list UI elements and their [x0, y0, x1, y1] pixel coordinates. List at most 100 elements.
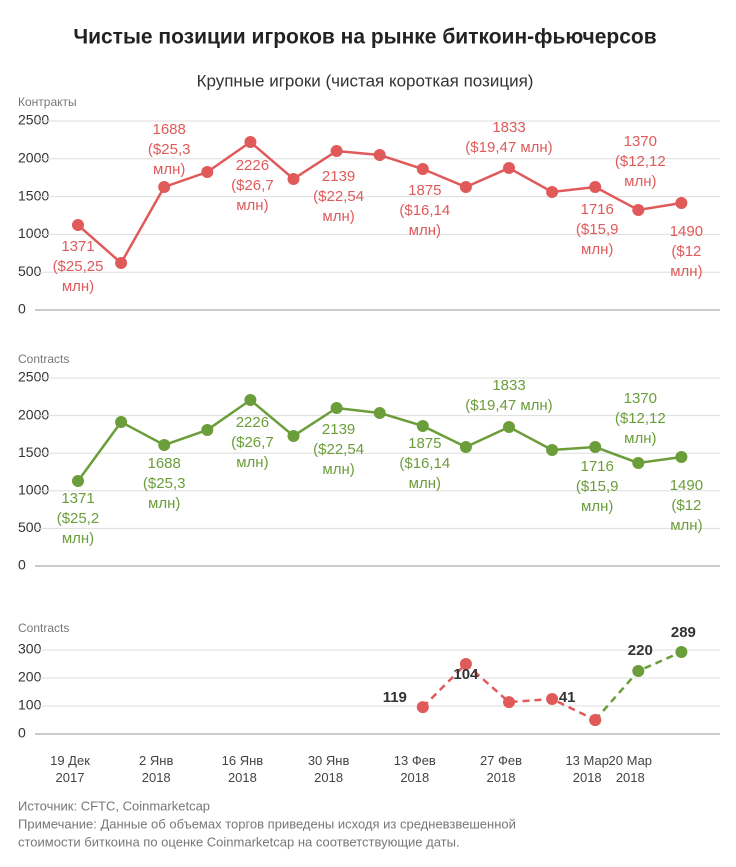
point	[244, 136, 257, 149]
annotation-line: 1490	[670, 477, 703, 494]
annotation-line: 1875	[408, 435, 441, 452]
point	[546, 443, 559, 456]
point	[503, 421, 515, 434]
x-tick-label-line: 2018	[314, 770, 343, 785]
y-tick-label: 300	[18, 641, 42, 657]
annotation: 1370 ($12,12 млн)	[615, 390, 666, 447]
point	[589, 714, 602, 726]
annotation-line: млн)	[153, 161, 185, 178]
x-tick-label: 2 Янв 2018	[139, 753, 173, 785]
point	[632, 203, 645, 216]
point	[675, 451, 688, 464]
annotation: 1833 ($19,47 млн)	[465, 377, 552, 414]
x-tick-label-line: 13 Мар	[565, 753, 609, 768]
point	[546, 693, 559, 705]
annotation: 2139 ($22,54 млн)	[313, 421, 364, 478]
annotation: 1688 ($25,3 млн)	[143, 455, 186, 512]
y-tick-label: 500	[18, 263, 42, 279]
point	[158, 439, 171, 452]
annotation: 1875 ($16,14 млн)	[399, 435, 450, 492]
annotation: 1716 ($15,9 млн)	[576, 458, 619, 515]
annotation-line: 220	[628, 642, 653, 659]
x-tick-label: 16 Янв 2018	[222, 753, 264, 785]
annotation-line: млн)	[148, 495, 180, 512]
annotation: 1716 ($15,9 млн)	[576, 201, 619, 258]
x-tick-label-line: 2018	[400, 770, 429, 785]
point	[373, 406, 386, 419]
annotation-line: 1833	[492, 119, 525, 136]
y-tick-label: 2500	[18, 112, 49, 128]
point	[72, 219, 84, 232]
y-tick-label: 1500	[18, 187, 49, 203]
annotation-line: 1370	[624, 133, 657, 150]
y-tick-label: 2500	[18, 369, 49, 385]
point	[459, 658, 472, 670]
annotation-line: млн)	[670, 263, 702, 280]
annotation-line: 289	[671, 624, 696, 641]
annotation-line: ($25,3	[148, 141, 191, 158]
x-tick-label-line: 13 Фев	[394, 753, 436, 768]
annotation: 1875 ($16,14 млн)	[399, 182, 450, 239]
x-tick-label-line: 19 Дек	[50, 753, 90, 768]
annotation-line: млн)	[409, 222, 441, 239]
x-tick-label-line: 2018	[142, 770, 171, 785]
point	[373, 149, 386, 162]
y-tick-label: 100	[18, 697, 42, 713]
y-tick-label: 500	[18, 519, 42, 535]
chart-title: Чистые позиции игроков на рынке биткоин-…	[73, 26, 656, 49]
annotation: 1371 ($25,25 млн)	[53, 238, 104, 295]
annotation-line: 2226	[236, 414, 269, 431]
annotation-line: млн)	[236, 454, 268, 471]
x-tick-label-line: 2018	[228, 770, 257, 785]
annotation: 104	[453, 666, 479, 683]
y-tick-label: 0	[18, 301, 26, 317]
annotation-line: млн)	[322, 208, 354, 225]
annotation-line: млн)	[581, 498, 613, 515]
annotation-line: ($12	[671, 497, 701, 514]
annotation-line: 1833	[492, 377, 525, 394]
annotation-line: ($12,12	[615, 153, 666, 170]
annotation: 1688 ($25,3 млн)	[148, 121, 191, 178]
source: Источник: CFTC, Coinmarketcap	[18, 798, 210, 813]
x-tick-label-line: 2018	[487, 770, 516, 785]
annotation-line: млн)	[62, 530, 94, 547]
point	[459, 441, 472, 454]
point	[546, 185, 559, 198]
point	[589, 180, 602, 193]
x-tick-label: 20 Мар 2018	[609, 753, 653, 785]
annotation-line: ($16,14	[399, 455, 450, 472]
annotation-line: ($15,9	[576, 478, 619, 495]
annotation-line: 2139	[322, 421, 355, 438]
annotation-line: ($22,54	[313, 441, 364, 458]
annotation-line: 41	[559, 689, 576, 706]
annotation-line: 2139	[322, 168, 355, 185]
point	[72, 475, 84, 488]
y-tick-label: 2000	[18, 150, 49, 166]
annotation-line: 1371	[61, 490, 94, 507]
point	[416, 163, 429, 176]
annotation-line: ($26,7	[231, 177, 274, 194]
point	[201, 166, 214, 179]
annotation-line: ($25,25	[53, 258, 104, 275]
y-tick-label: 2000	[18, 406, 49, 422]
point	[416, 419, 429, 432]
series-line	[421, 662, 596, 722]
point	[201, 423, 214, 436]
y-tick-label: 0	[18, 725, 26, 741]
annotation-line: 1688	[148, 455, 181, 472]
x-tick-label-line: 2017	[56, 770, 85, 785]
point	[503, 696, 515, 709]
note: Примечание: Данные об объемах торгов при…	[18, 816, 516, 831]
point	[330, 145, 343, 158]
x-tick-label-line: 20 Мар	[609, 753, 653, 768]
annotation-line: 1490	[670, 223, 703, 240]
annotation-line: ($15,9	[576, 221, 619, 238]
annotation: 2139 ($22,54 млн)	[313, 168, 364, 225]
annotation-line: млн)	[624, 173, 656, 190]
annotation: 1490 ($12 млн)	[670, 477, 703, 534]
annotation-line: млн)	[624, 430, 656, 447]
note: стоимости биткоина по оценке Coinmarketc…	[18, 834, 460, 849]
x-tick-label: 19 Дек 2017	[50, 753, 90, 785]
point	[287, 429, 300, 442]
